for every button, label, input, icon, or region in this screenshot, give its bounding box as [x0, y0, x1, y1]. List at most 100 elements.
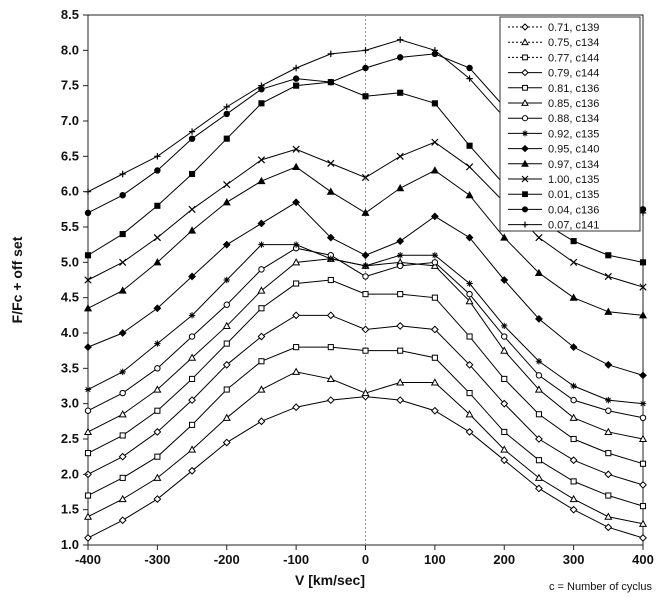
data-point: [188, 466, 196, 475]
data-point: [222, 240, 231, 249]
data-point: [258, 82, 265, 89]
data-point: [84, 450, 92, 457]
legend-marker: [521, 115, 529, 122]
data-point: [118, 494, 127, 503]
legend-label: 0.81, c136: [548, 83, 599, 95]
data-point: [83, 427, 93, 435]
data-point: [154, 407, 161, 414]
data-point: [397, 89, 404, 96]
data-point: [361, 208, 370, 216]
series-4: [84, 311, 647, 489]
x-tick-label: 200: [493, 552, 515, 567]
data-point: [188, 333, 196, 340]
data-point: [293, 344, 300, 351]
data-point: [118, 329, 127, 337]
x-tick-label: 0: [362, 552, 369, 567]
data-point: [639, 460, 647, 467]
y-tick-label: 2.5: [61, 431, 79, 446]
legend-marker: [522, 191, 528, 198]
legend-item: 0.07, c141: [508, 220, 599, 232]
data-point: [292, 64, 300, 72]
data-point: [466, 142, 473, 149]
data-point: [500, 456, 509, 465]
data-point: [189, 421, 196, 428]
data-point: [188, 226, 197, 234]
y-tick-label: 8.0: [61, 42, 79, 57]
data-point: [569, 293, 578, 301]
data-point: [465, 190, 474, 199]
data-point: [293, 280, 300, 287]
data-point: [466, 75, 473, 82]
data-point: [604, 307, 613, 315]
x-tick-label: -200: [214, 552, 240, 567]
data-point: [119, 368, 126, 376]
data-point: [535, 358, 543, 365]
data-point: [570, 382, 577, 390]
data-point: [604, 272, 612, 281]
data-point: [326, 311, 335, 320]
series-9: [84, 198, 647, 380]
data-point: [327, 344, 334, 351]
data-point: [534, 473, 543, 481]
legend-label: 0.01, c135: [548, 189, 599, 201]
data-point: [569, 343, 578, 352]
data-point: [639, 414, 647, 422]
legend-item: 0.79, c144: [508, 68, 599, 80]
y-tick-label: 4.5: [61, 290, 79, 305]
legend-label: 0.92, c135: [548, 128, 599, 140]
data-point: [293, 82, 300, 89]
data-point: [466, 290, 473, 298]
data-point: [118, 410, 127, 418]
data-point: [570, 238, 577, 245]
data-point: [431, 294, 438, 301]
series-5: [84, 276, 647, 467]
data-point: [501, 428, 508, 435]
data-point: [154, 340, 161, 347]
y-axis-title: F/Fc + off set: [9, 236, 25, 323]
x-tick-label: 400: [632, 552, 654, 567]
data-point: [361, 251, 370, 260]
data-point: [84, 386, 92, 393]
data-point: [257, 385, 266, 393]
y-tick-label: 7.0: [61, 113, 79, 128]
legend-label: 0.07, c141: [548, 220, 599, 232]
data-point: [257, 332, 266, 341]
data-point: [396, 152, 404, 160]
legend-item: 0.95, c140: [508, 144, 599, 156]
y-tick-label: 7.5: [61, 78, 79, 93]
legend-item: 0.01, c135: [508, 189, 599, 201]
data-point: [535, 233, 543, 242]
x-tick-label: -300: [144, 552, 170, 567]
ticks-layer: -400 -300 -200 -100 0 100 200 300 400 1.0 1.5 2.0 2.…: [61, 7, 654, 567]
data-point: [118, 452, 127, 461]
data-point: [465, 360, 474, 369]
y-tick-label: 6.5: [61, 148, 79, 163]
data-point: [466, 280, 473, 287]
data-point: [258, 266, 265, 273]
legend-label: 1.00, c135: [548, 174, 599, 186]
data-point: [639, 503, 647, 510]
data-point: [153, 385, 162, 393]
data-point: [84, 492, 92, 499]
legend-item: 0.88, c134: [508, 113, 599, 125]
y-tick-label: 2.0: [61, 466, 79, 481]
data-point: [257, 176, 266, 185]
data-point: [466, 390, 473, 397]
data-point: [292, 311, 301, 320]
data-point: [639, 283, 647, 291]
data-point: [604, 523, 613, 532]
data-point: [569, 505, 578, 514]
y-tick-label: 1.0: [61, 537, 79, 552]
data-point: [396, 396, 405, 405]
data-point: [292, 403, 301, 412]
data-point: [188, 445, 197, 453]
data-point: [222, 321, 231, 329]
legend-marker: [521, 38, 529, 46]
legend-marker: [521, 98, 529, 106]
data-point: [604, 470, 613, 479]
series-10: [83, 162, 648, 319]
data-point: [119, 389, 126, 397]
data-point: [396, 36, 404, 43]
series-3: [84, 344, 647, 510]
data-point: [222, 360, 231, 369]
